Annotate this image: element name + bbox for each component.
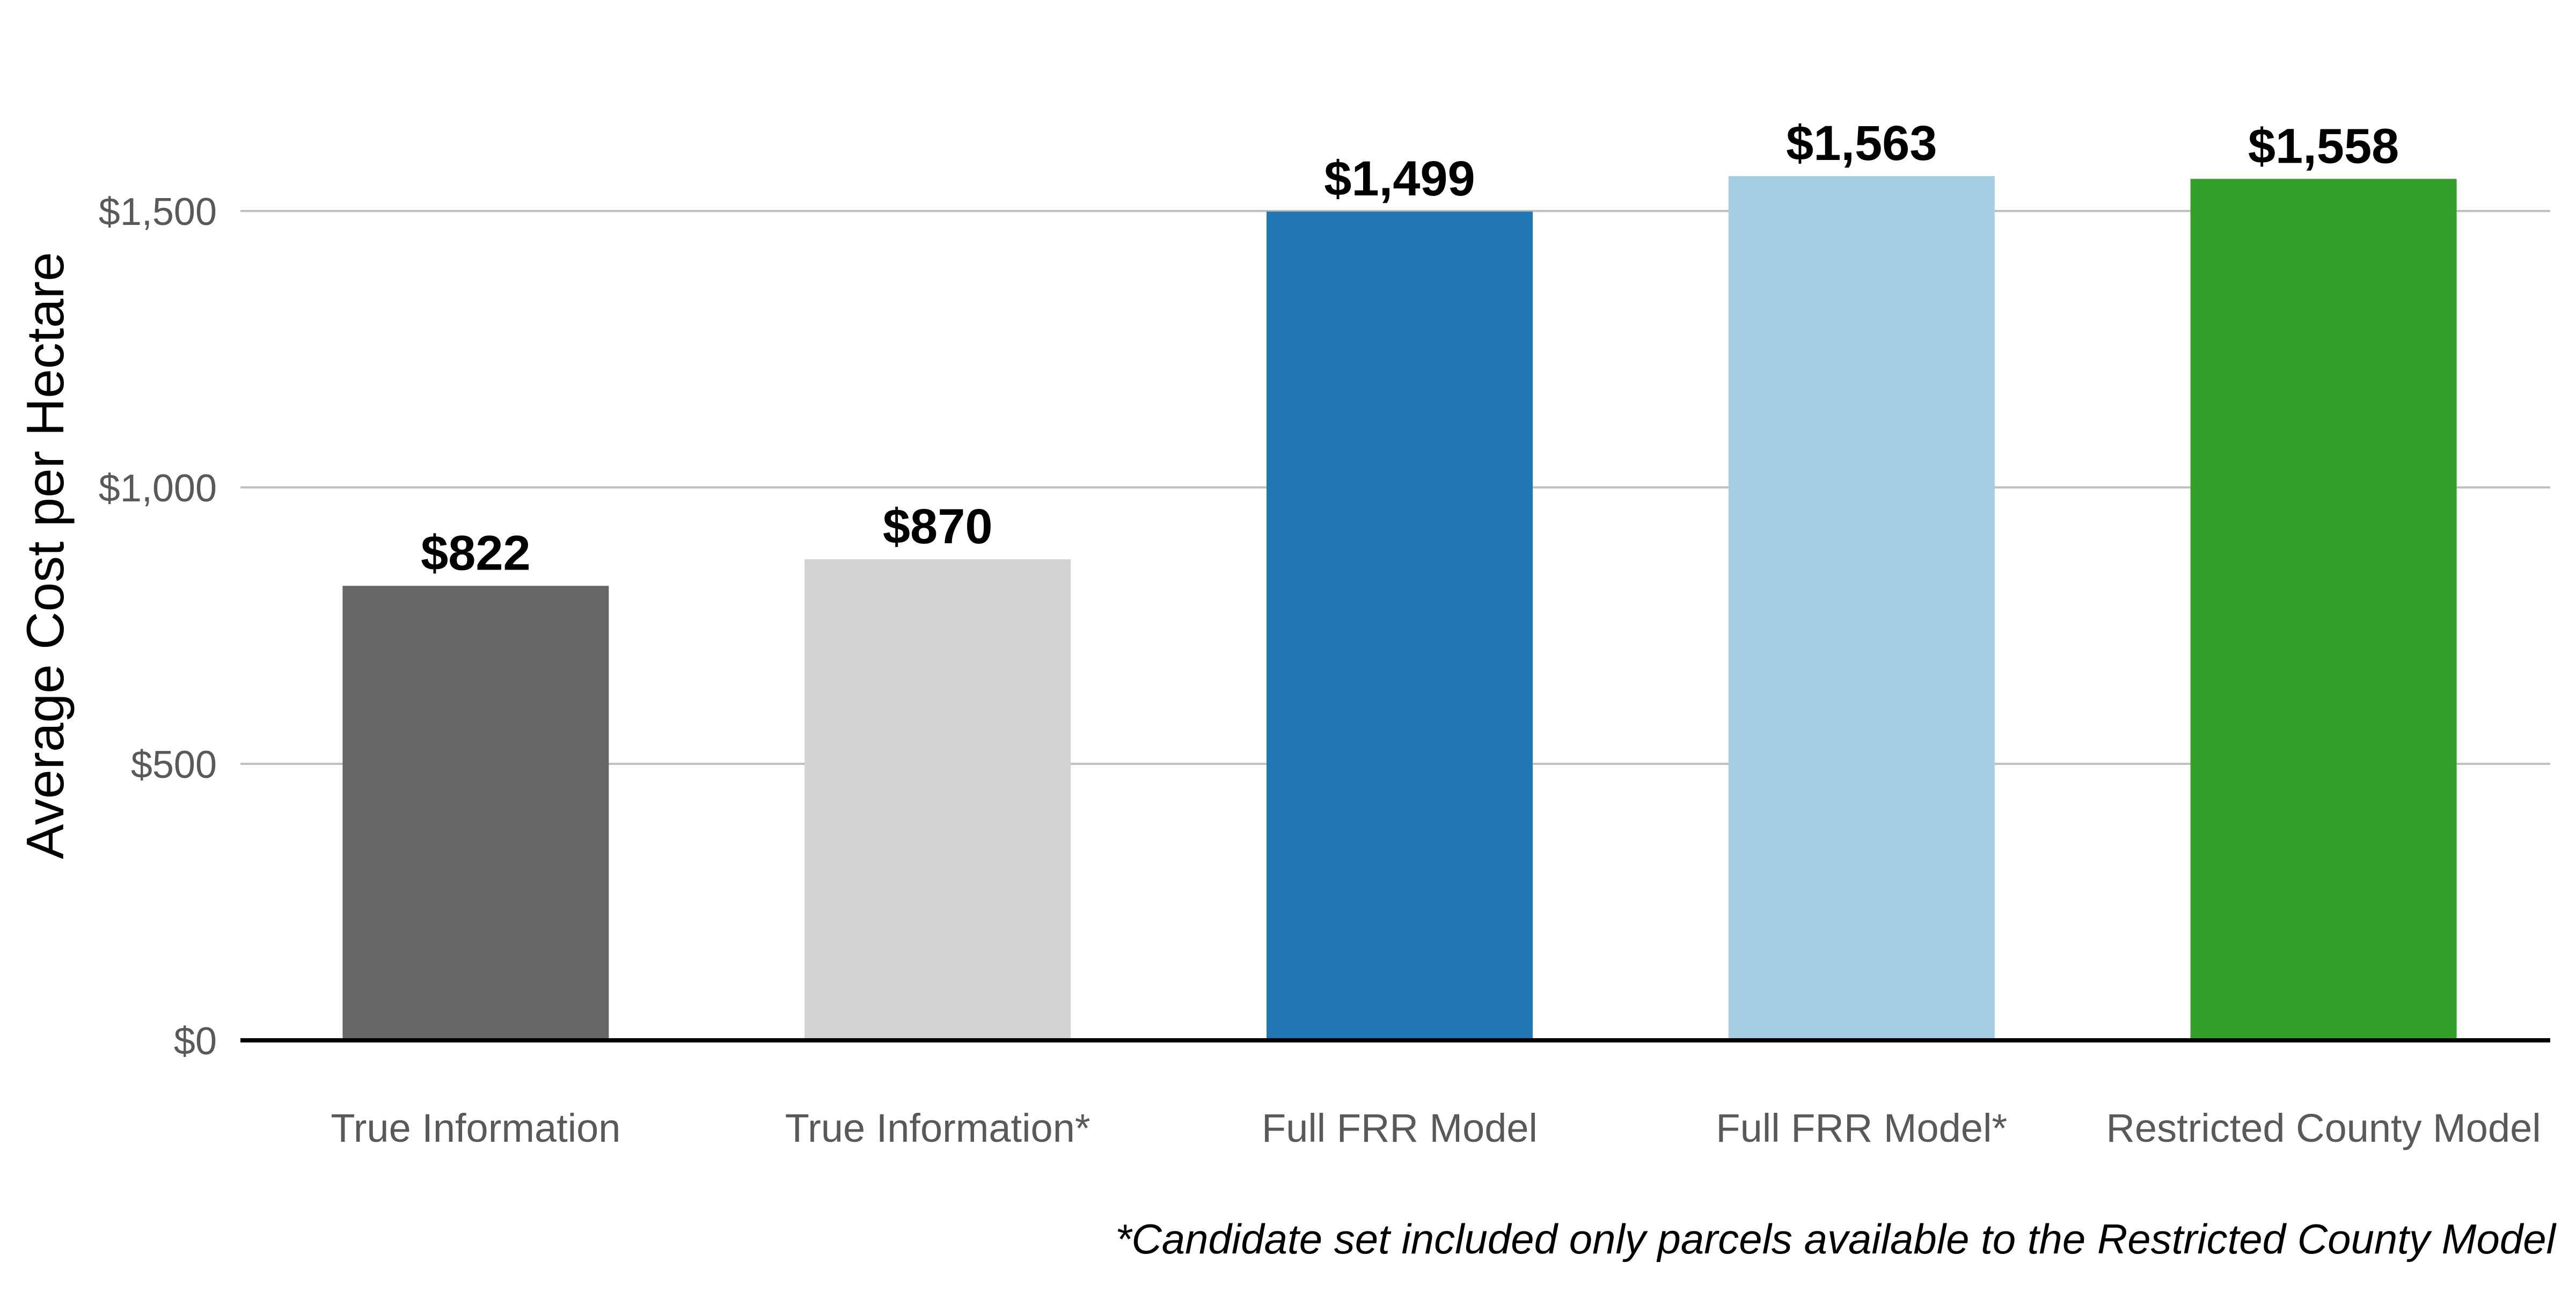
bar xyxy=(342,586,609,1040)
x-tick-label: True Information xyxy=(331,1106,620,1150)
bar xyxy=(1267,211,1533,1040)
y-tick-label: $0 xyxy=(174,1020,217,1063)
x-tick-label: Restricted County Model xyxy=(2106,1106,2541,1150)
x-tick-label: Full FRR Model* xyxy=(1716,1106,2007,1150)
y-axis-label: Average Cost per Hectare xyxy=(16,252,75,859)
data-label: $870 xyxy=(883,499,993,554)
y-tick-label: $1,500 xyxy=(99,191,217,234)
data-label: $822 xyxy=(421,526,531,580)
bar xyxy=(804,559,1071,1040)
y-tick-label: $1,000 xyxy=(99,467,217,510)
bar xyxy=(1728,176,1995,1040)
axes: $0 $500 $1,000 $1,500 True Information True I… xyxy=(99,191,2550,1150)
y-tick-label: $500 xyxy=(131,743,217,786)
bar xyxy=(2190,179,2457,1040)
data-label: $1,558 xyxy=(2248,119,2399,173)
data-labels: $822 $870 $1,499 $1,563 $1,558 xyxy=(421,116,2399,580)
x-tick-label: True Information* xyxy=(785,1106,1091,1150)
x-tick-label: Full FRR Model xyxy=(1262,1106,1538,1150)
data-label: $1,563 xyxy=(1786,116,1937,171)
data-label: $1,499 xyxy=(1324,151,1475,206)
bars xyxy=(342,176,2457,1040)
footnote: *Candidate set included only parcels ava… xyxy=(1115,1215,2557,1263)
